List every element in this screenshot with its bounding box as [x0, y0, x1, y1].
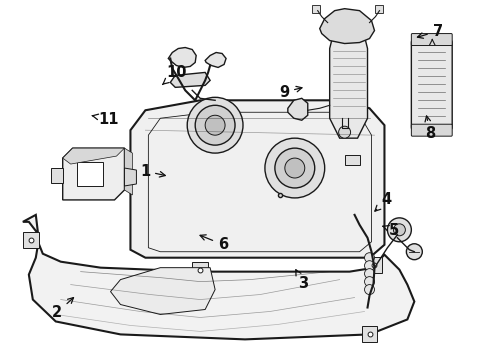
- Text: 5: 5: [383, 223, 399, 238]
- Polygon shape: [362, 327, 377, 342]
- Circle shape: [275, 148, 315, 188]
- Text: 1: 1: [140, 163, 165, 179]
- Circle shape: [187, 97, 243, 153]
- Polygon shape: [319, 9, 374, 44]
- Circle shape: [265, 138, 325, 198]
- FancyBboxPatch shape: [412, 33, 452, 45]
- Text: 10: 10: [163, 65, 187, 85]
- Text: 9: 9: [279, 85, 302, 100]
- FancyBboxPatch shape: [412, 124, 452, 136]
- Polygon shape: [168, 48, 196, 67]
- Circle shape: [365, 285, 374, 294]
- Polygon shape: [124, 148, 132, 195]
- FancyBboxPatch shape: [412, 40, 452, 130]
- Polygon shape: [51, 168, 63, 183]
- Circle shape: [205, 115, 225, 135]
- Polygon shape: [130, 100, 385, 258]
- Circle shape: [285, 158, 305, 178]
- Polygon shape: [330, 28, 368, 138]
- Polygon shape: [312, 5, 319, 13]
- Text: 8: 8: [425, 116, 436, 141]
- Text: 4: 4: [375, 192, 392, 211]
- Circle shape: [365, 269, 374, 279]
- Circle shape: [195, 105, 235, 145]
- Polygon shape: [205, 53, 226, 67]
- Polygon shape: [124, 168, 136, 186]
- Polygon shape: [111, 268, 215, 315]
- Circle shape: [365, 261, 374, 271]
- Polygon shape: [63, 148, 124, 164]
- Text: 11: 11: [92, 112, 119, 126]
- Circle shape: [406, 244, 422, 260]
- Polygon shape: [171, 72, 210, 87]
- Polygon shape: [375, 5, 384, 13]
- Circle shape: [365, 276, 374, 287]
- Circle shape: [365, 253, 374, 263]
- Text: 2: 2: [52, 298, 74, 320]
- Text: 3: 3: [296, 270, 309, 292]
- Polygon shape: [23, 215, 415, 339]
- Circle shape: [393, 224, 405, 236]
- Polygon shape: [76, 162, 102, 186]
- Polygon shape: [23, 232, 39, 248]
- Polygon shape: [344, 155, 360, 165]
- Polygon shape: [367, 257, 383, 273]
- Polygon shape: [288, 98, 308, 120]
- Polygon shape: [192, 262, 208, 278]
- Polygon shape: [63, 148, 124, 200]
- Circle shape: [388, 218, 412, 242]
- Text: 6: 6: [200, 235, 228, 252]
- Text: 7: 7: [417, 24, 443, 39]
- Circle shape: [339, 126, 350, 138]
